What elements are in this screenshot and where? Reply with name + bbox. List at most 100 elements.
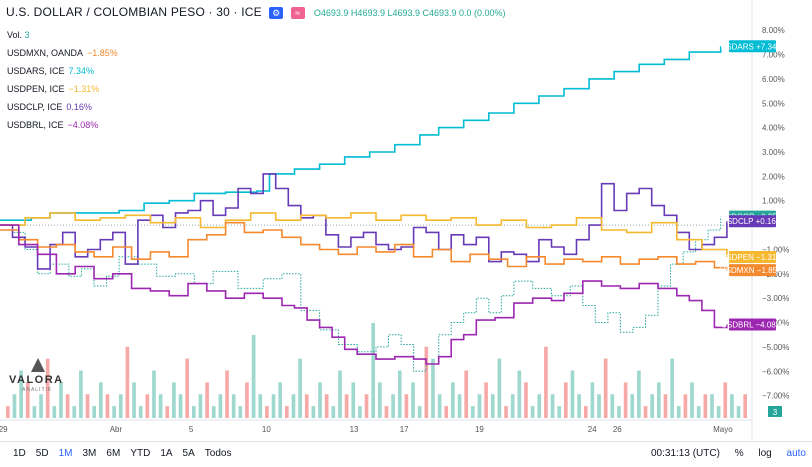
- ohlc-values: O4693.9 H4693.9 L4693.9 C4693.9 0.0 (0.0…: [313, 8, 506, 18]
- volume-bar: [285, 406, 289, 418]
- series-line-usdpen: [0, 212, 728, 257]
- volume-bar: [404, 394, 409, 418]
- series-lines: [0, 46, 728, 372]
- volume-bar: [676, 406, 681, 418]
- volume-bar: [205, 382, 209, 418]
- legend-item[interactable]: USDBRL, ICE −4.08%: [7, 116, 118, 134]
- volume-bar: [291, 394, 296, 418]
- range-button-1a[interactable]: 1A: [160, 448, 173, 459]
- x-tick-label: Mayo: [713, 425, 733, 434]
- x-tick-label: 17: [400, 425, 409, 434]
- volume-bar: [92, 406, 97, 418]
- price-labels: USDARS +7.34%USDCOP +0.35%USDCLP +0.16%U…: [720, 40, 784, 417]
- x-tick-label: 19: [475, 425, 484, 434]
- volume-bar: [318, 382, 322, 418]
- volume-bar: [238, 406, 243, 418]
- volume-bar: [577, 394, 581, 418]
- volume-bar: [497, 358, 502, 418]
- volume-bar: [723, 382, 728, 418]
- volume-bar: [597, 394, 601, 418]
- volume-bar: [630, 394, 635, 418]
- logo-mark-icon: [31, 358, 45, 372]
- auto-button[interactable]: auto: [786, 448, 806, 459]
- volume-bar: [118, 394, 123, 418]
- range-button-5d[interactable]: 5D: [35, 448, 49, 459]
- range-button-6m[interactable]: 6M: [106, 448, 121, 459]
- legend-item-name: USDCLP, ICE: [7, 102, 63, 112]
- vol-row: Vol. 3: [7, 30, 30, 40]
- legend-item[interactable]: USDCLP, ICE 0.16%: [7, 98, 118, 116]
- log-button[interactable]: log: [758, 448, 772, 459]
- y-tick-label: 5.00%: [762, 99, 785, 108]
- volume-bar: [304, 394, 309, 418]
- volume-bar: [504, 406, 508, 418]
- volume-bar: [125, 346, 130, 418]
- volume-bar: [716, 406, 721, 418]
- volume-bar: [510, 394, 515, 418]
- volume-bar: [6, 406, 10, 418]
- series-line-usdmxn: [0, 221, 728, 271]
- series-line-usdcop: [0, 216, 722, 372]
- volume-bar: [490, 394, 495, 418]
- percent-button[interactable]: %: [734, 448, 744, 459]
- volume-bar: [471, 406, 475, 418]
- settings-icon[interactable]: ⚙: [269, 6, 284, 19]
- legend-item[interactable]: USDPEN, ICE −1.31%: [7, 80, 118, 98]
- volume-bar: [338, 370, 342, 418]
- y-tick-label: 7.00%: [762, 51, 785, 60]
- volume-bar: [218, 394, 223, 418]
- volume-bar: [45, 358, 50, 418]
- volume-bar: [378, 382, 382, 418]
- volume-bar: [165, 406, 170, 418]
- volume-bar: [590, 382, 595, 418]
- range-button-todos[interactable]: Todos: [204, 448, 232, 459]
- legend-item-name: USDPEN, ICE: [7, 84, 65, 94]
- x-axis: 29 Abr 5 10 13 17 19 24 26 Mayo: [0, 419, 752, 434]
- volume-bar: [331, 406, 336, 418]
- volume-bar: [603, 358, 608, 418]
- range-selector: 1D 5D 1M 3M 6M YTD 1A 5A Todos: [13, 448, 241, 459]
- y-tick-label: 2.00%: [762, 172, 785, 181]
- volume-bar: [570, 370, 575, 418]
- legend-item[interactable]: USDARS, ICE 7.34%: [7, 62, 118, 80]
- series-line-usdbrl: [0, 224, 728, 365]
- range-button-5a[interactable]: 5A: [182, 448, 195, 459]
- volume-bar: [564, 382, 568, 418]
- chart-header: U.S. DOLLAR / COLOMBIAN PESO · 30 · ICE …: [6, 5, 506, 19]
- volume-bar: [52, 406, 57, 418]
- y-tick-label: −5.00%: [762, 343, 789, 352]
- range-button-3m[interactable]: 3M: [82, 448, 97, 459]
- y-tick-label: −7.00%: [762, 392, 789, 401]
- x-tick-label: 24: [588, 425, 597, 434]
- volume-bar: [437, 394, 442, 418]
- y-tick-label: 6.00%: [762, 75, 785, 84]
- legend-item-pct: −4.08%: [67, 120, 99, 130]
- volume-bar: [524, 382, 528, 418]
- series-line-usdclp: [0, 173, 728, 270]
- range-button-1d[interactable]: 1D: [13, 448, 26, 459]
- volume-bar: [451, 382, 455, 418]
- legend-item-name: USDMXN, OANDA: [7, 48, 84, 58]
- clock-display: 00:31:13 (UTC): [651, 448, 720, 459]
- price-label-text: USDCLP +0.16%: [721, 217, 783, 226]
- volume-bar: [730, 394, 734, 418]
- compare-icon[interactable]: ≈: [290, 6, 305, 19]
- volume-bar: [192, 406, 196, 418]
- symbol-title[interactable]: U.S. DOLLAR / COLOMBIAN PESO · 30 · ICE: [6, 5, 262, 19]
- volume-bar: [417, 406, 422, 418]
- legend-item[interactable]: USDMXN, OANDA −1.85%: [7, 44, 118, 62]
- volume-bar: [72, 406, 77, 418]
- range-button-ytd[interactable]: YTD: [130, 448, 151, 459]
- volume-bar: [484, 382, 488, 418]
- volume-bar: [736, 406, 741, 418]
- volume-bar: [650, 394, 655, 418]
- volume-bar: [696, 406, 701, 418]
- volume-bar: [384, 406, 389, 418]
- y-tick-label: −1.00%: [762, 245, 789, 254]
- y-tick-label: −3.00%: [762, 294, 789, 303]
- range-button-1m[interactable]: 1M: [58, 448, 73, 459]
- volume-bar: [178, 394, 183, 418]
- x-tick-label: Abr: [110, 425, 123, 434]
- volume-bar: [457, 394, 462, 418]
